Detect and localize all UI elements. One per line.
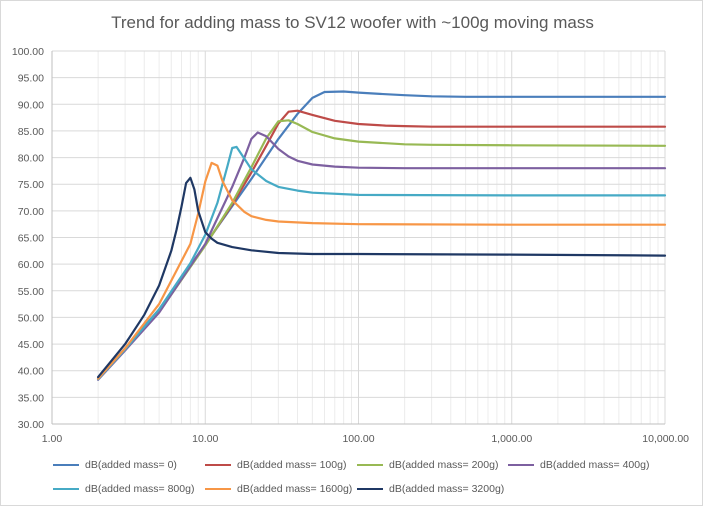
y-tick-label: 65.00 [18, 233, 44, 245]
legend-item-3: dB(added mass= 400g) [508, 459, 649, 471]
y-tick-label: 55.00 [18, 286, 44, 298]
legend-swatch-icon [53, 463, 79, 467]
legend-label: dB(added mass= 0) [85, 459, 177, 471]
legend-swatch-icon [53, 487, 79, 491]
legend-swatch-icon [205, 463, 231, 467]
y-tick-label: 60.00 [18, 259, 44, 271]
y-tick-label: 35.00 [18, 392, 44, 404]
legend-swatch-icon [205, 487, 231, 491]
series-line-0 [96, 90, 667, 380]
legend-label: dB(added mass= 200g) [389, 459, 499, 471]
y-tick-label: 50.00 [18, 312, 44, 324]
legend-label: dB(added mass= 100g) [237, 459, 347, 471]
legend-item-5: dB(added mass= 1600g) [205, 483, 352, 495]
y-tick-label: 100.00 [12, 46, 44, 58]
y-tick-label: 85.00 [18, 126, 44, 138]
y-tick-label: 40.00 [18, 366, 44, 378]
y-tick-label: 30.00 [18, 419, 44, 431]
legend-label: dB(added mass= 3200g) [389, 483, 505, 495]
series-line-1 [96, 109, 667, 380]
legend-swatch-icon [357, 487, 383, 491]
y-tick-label: 70.00 [18, 206, 44, 218]
legend-item-0: dB(added mass= 0) [53, 459, 177, 471]
y-tick-label: 80.00 [18, 153, 44, 165]
series-line-5 [96, 161, 667, 380]
series-line-2 [96, 119, 667, 381]
y-tick-label: 75.00 [18, 179, 44, 191]
legend-item-4: dB(added mass= 800g) [53, 483, 194, 495]
series-line-6 [96, 176, 667, 379]
legend-label: dB(added mass= 400g) [540, 459, 650, 471]
series-line-3 [96, 131, 667, 381]
legend-swatch-icon [357, 463, 383, 467]
series-line-4 [96, 145, 667, 381]
legend-label: dB(added mass= 1600g) [237, 483, 353, 495]
y-tick-label: 95.00 [18, 73, 44, 85]
chart-title: Trend for adding mass to SV12 woofer wit… [111, 13, 594, 32]
legend-item-6: dB(added mass= 3200g) [357, 483, 504, 495]
y-tick-label: 45.00 [18, 339, 44, 351]
x-tick-label: 1.00 [42, 433, 63, 445]
legend-item-1: dB(added mass= 100g) [205, 459, 346, 471]
legend-label: dB(added mass= 800g) [85, 483, 195, 495]
x-tick-label: 10,000.00 [642, 433, 689, 445]
x-tick-label: 10.00 [192, 433, 218, 445]
y-tick-label: 90.00 [18, 99, 44, 111]
legend-swatch-icon [508, 463, 534, 467]
x-tick-label: 1,000.00 [491, 433, 532, 445]
x-tick-label: 100.00 [342, 433, 374, 445]
legend-item-2: dB(added mass= 200g) [357, 459, 498, 471]
